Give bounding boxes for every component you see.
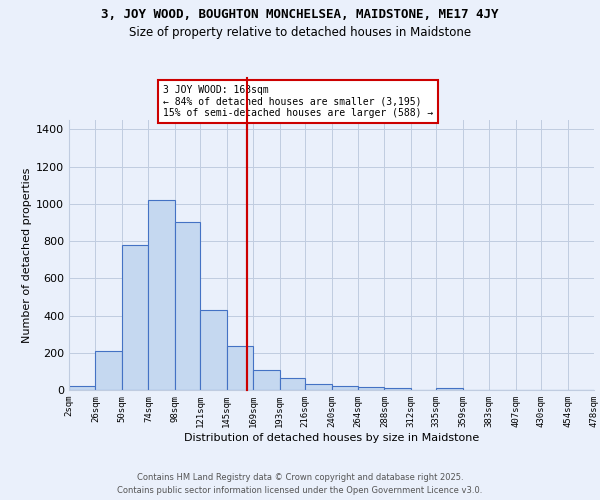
Text: 3 JOY WOOD: 163sqm
← 84% of detached houses are smaller (3,195)
15% of semi-deta: 3 JOY WOOD: 163sqm ← 84% of detached hou… (163, 85, 433, 118)
Y-axis label: Number of detached properties: Number of detached properties (22, 168, 32, 342)
Bar (358, 387, 385, 390)
Bar (331, 386, 358, 390)
Bar (95, 351, 122, 390)
Bar (305, 384, 331, 390)
Bar (280, 378, 305, 390)
Bar (175, 222, 200, 390)
Bar (436, 388, 463, 390)
Bar (122, 245, 148, 390)
Bar (200, 310, 227, 390)
Text: Contains HM Land Registry data © Crown copyright and database right 2025.: Contains HM Land Registry data © Crown c… (137, 474, 463, 482)
Bar (227, 346, 253, 390)
Text: Size of property relative to detached houses in Maidstone: Size of property relative to detached ho… (129, 26, 471, 39)
X-axis label: Distribution of detached houses by size in Maidstone: Distribution of detached houses by size … (184, 432, 479, 442)
Bar (69, 386, 95, 390)
Text: 3, JOY WOOD, BOUGHTON MONCHELSEA, MAIDSTONE, ME17 4JY: 3, JOY WOOD, BOUGHTON MONCHELSEA, MAIDST… (101, 8, 499, 20)
Text: Contains public sector information licensed under the Open Government Licence v3: Contains public sector information licen… (118, 486, 482, 495)
Bar (385, 388, 411, 390)
Bar (253, 370, 280, 390)
Bar (148, 200, 175, 390)
